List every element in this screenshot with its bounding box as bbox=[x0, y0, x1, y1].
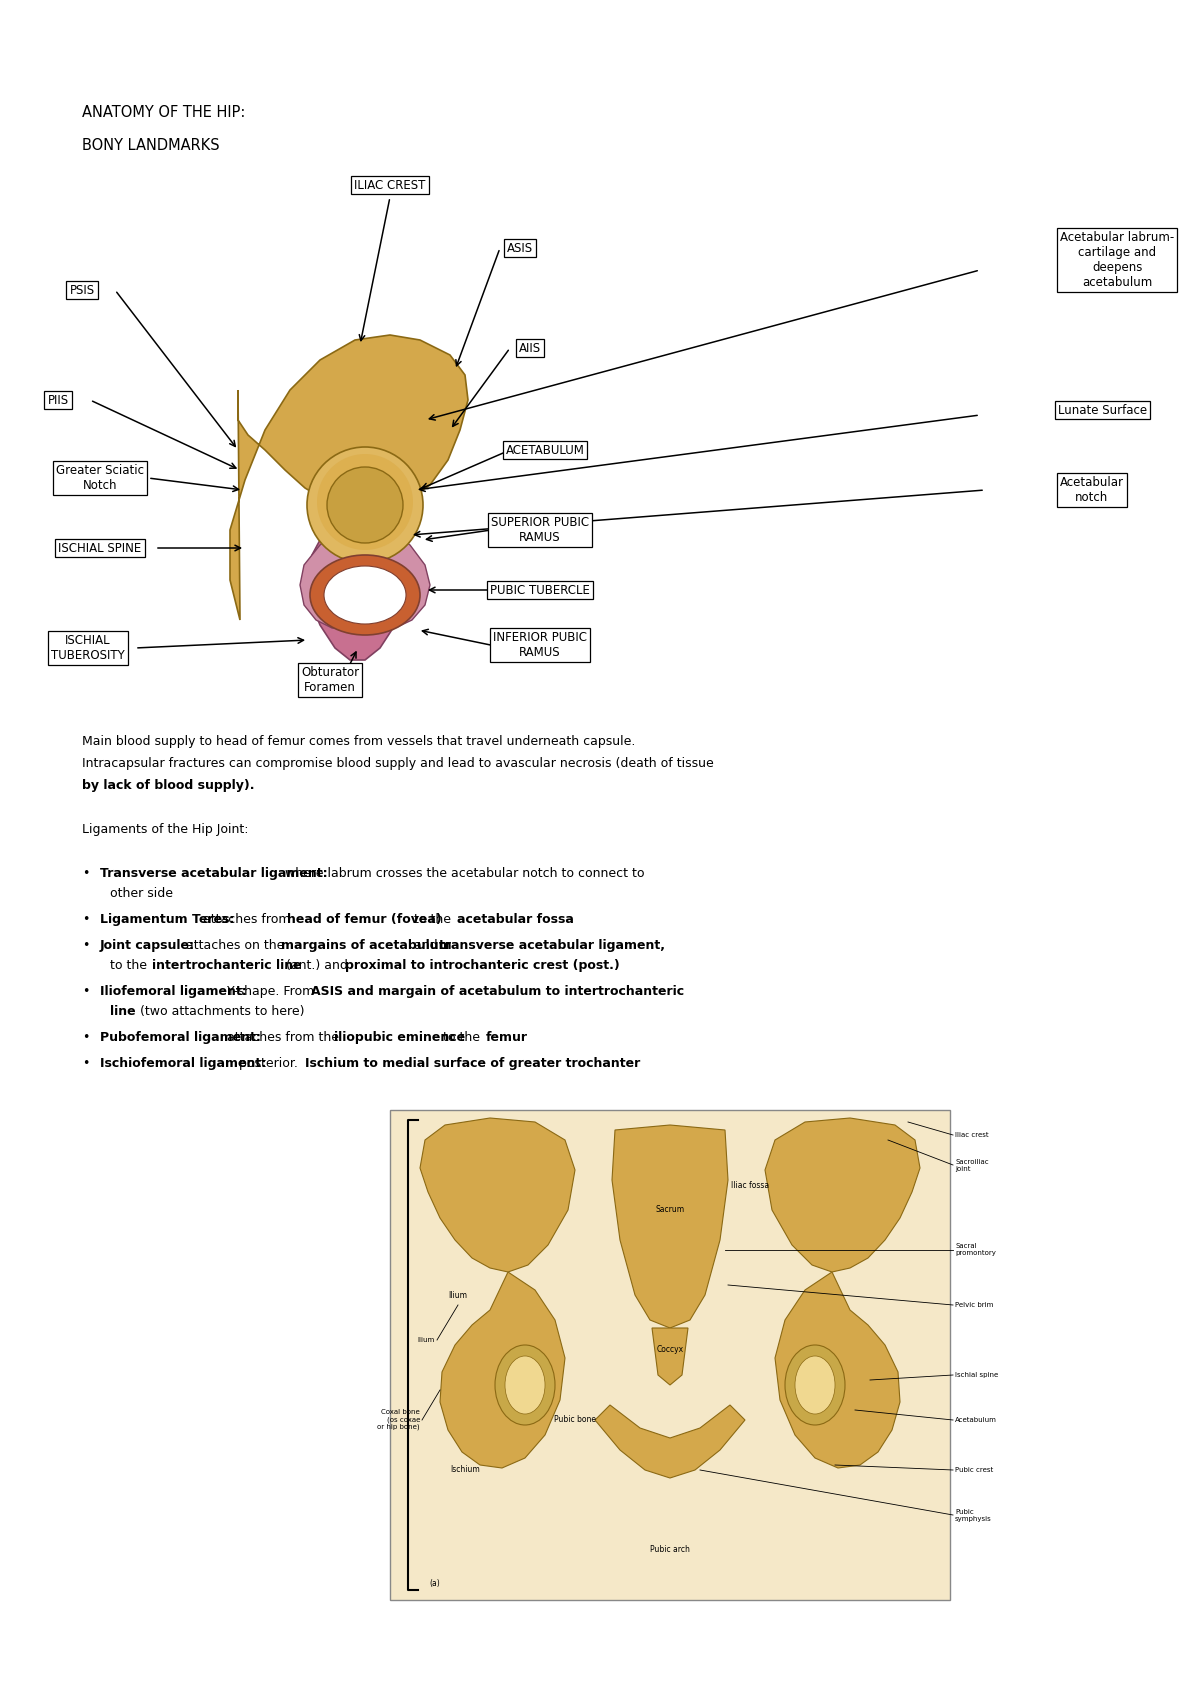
Text: ASIS and margain of acetabulum to intertrochanteric: ASIS and margain of acetabulum to intert… bbox=[311, 985, 684, 998]
Text: Coccyx: Coccyx bbox=[656, 1345, 684, 1355]
FancyBboxPatch shape bbox=[390, 1110, 950, 1600]
Text: Sacrum: Sacrum bbox=[655, 1206, 684, 1214]
Text: (a): (a) bbox=[430, 1579, 440, 1588]
Text: attaches on the: attaches on the bbox=[182, 939, 288, 953]
Text: to the: to the bbox=[110, 959, 151, 971]
Text: Coxal bone
(os coxae
or hip bone): Coxal bone (os coxae or hip bone) bbox=[377, 1409, 420, 1430]
Text: ANATOMY OF THE HIP:: ANATOMY OF THE HIP: bbox=[82, 105, 245, 121]
Polygon shape bbox=[652, 1328, 688, 1386]
Text: •: • bbox=[82, 914, 89, 925]
Text: and: and bbox=[410, 939, 442, 953]
Text: ASIS: ASIS bbox=[506, 241, 533, 255]
Text: INFERIOR PUBIC
RAMUS: INFERIOR PUBIC RAMUS bbox=[493, 632, 587, 659]
Text: Acetabular labrum-
cartilage and
deepens
acetabulum: Acetabular labrum- cartilage and deepens… bbox=[1060, 231, 1175, 289]
Text: Sacroiliac
joint: Sacroiliac joint bbox=[955, 1158, 989, 1172]
Polygon shape bbox=[440, 1272, 565, 1469]
Text: ISCHIAL
TUBEROSITY: ISCHIAL TUBEROSITY bbox=[52, 633, 125, 662]
Ellipse shape bbox=[796, 1357, 835, 1414]
Polygon shape bbox=[612, 1126, 728, 1328]
Text: Ischium: Ischium bbox=[450, 1465, 480, 1474]
Text: Pubic crest: Pubic crest bbox=[955, 1467, 994, 1472]
Text: Main blood supply to head of femur comes from vessels that travel underneath cap: Main blood supply to head of femur comes… bbox=[82, 735, 635, 749]
Text: posterior.: posterior. bbox=[234, 1056, 301, 1070]
Text: BONY LANDMARKS: BONY LANDMARKS bbox=[82, 138, 220, 153]
Text: •: • bbox=[82, 985, 89, 998]
Circle shape bbox=[326, 467, 403, 543]
Text: Greater Sciatic
Notch: Greater Sciatic Notch bbox=[56, 464, 144, 492]
Circle shape bbox=[317, 453, 413, 550]
Ellipse shape bbox=[505, 1357, 545, 1414]
Ellipse shape bbox=[496, 1345, 554, 1425]
Text: Ilium: Ilium bbox=[449, 1290, 468, 1299]
Polygon shape bbox=[775, 1272, 900, 1469]
Text: Ischiofemoral ligament:: Ischiofemoral ligament: bbox=[100, 1056, 266, 1070]
Text: margains of acetabulum: margains of acetabulum bbox=[281, 939, 452, 953]
Text: •: • bbox=[82, 1056, 89, 1070]
Text: line: line bbox=[110, 1005, 136, 1019]
Text: Acetabular
notch: Acetabular notch bbox=[1060, 475, 1124, 504]
Polygon shape bbox=[300, 525, 430, 628]
Text: Ligaments of the Hip Joint:: Ligaments of the Hip Joint: bbox=[82, 824, 248, 835]
Text: other side: other side bbox=[110, 886, 173, 900]
Text: Iliac crest: Iliac crest bbox=[955, 1133, 989, 1138]
Text: attaches from the: attaches from the bbox=[223, 1031, 343, 1044]
Text: Transverse acetabular ligament:: Transverse acetabular ligament: bbox=[100, 868, 328, 880]
Text: Y-shape. From: Y-shape. From bbox=[223, 985, 318, 998]
Text: PIIS: PIIS bbox=[48, 394, 68, 406]
Text: Intracapsular fractures can compromise blood supply and lead to avascular necros: Intracapsular fractures can compromise b… bbox=[82, 757, 714, 769]
Text: Sacral
promontory: Sacral promontory bbox=[955, 1243, 996, 1257]
Polygon shape bbox=[230, 335, 468, 620]
Text: Pubic arch: Pubic arch bbox=[650, 1545, 690, 1554]
Text: AIIS: AIIS bbox=[518, 341, 541, 355]
Ellipse shape bbox=[324, 565, 406, 623]
Text: Iliac fossa: Iliac fossa bbox=[731, 1180, 769, 1190]
Text: •: • bbox=[82, 868, 89, 880]
Text: SUPERIOR PUBIC
RAMUS: SUPERIOR PUBIC RAMUS bbox=[491, 516, 589, 543]
Text: to the: to the bbox=[410, 914, 455, 925]
Text: Pubic bone: Pubic bone bbox=[554, 1416, 596, 1425]
Text: Ligamentum Teres:: Ligamentum Teres: bbox=[100, 914, 234, 925]
Polygon shape bbox=[595, 1404, 745, 1477]
Text: iliopubic eminence: iliopubic eminence bbox=[334, 1031, 466, 1044]
Text: Obturator
Foramen: Obturator Foramen bbox=[301, 666, 359, 694]
Text: (ant.) and: (ant.) and bbox=[282, 959, 352, 971]
Text: (two attachments to here): (two attachments to here) bbox=[136, 1005, 305, 1019]
Text: where labrum crosses the acetabular notch to connect to: where labrum crosses the acetabular notc… bbox=[281, 868, 644, 880]
Text: ILIAC CREST: ILIAC CREST bbox=[354, 178, 426, 192]
Text: acetabular fossa: acetabular fossa bbox=[457, 914, 574, 925]
Text: by lack of blood supply).: by lack of blood supply). bbox=[82, 779, 254, 791]
Text: •: • bbox=[82, 939, 89, 953]
Text: Ischial spine: Ischial spine bbox=[955, 1372, 998, 1379]
Text: Pubofemoral ligament:: Pubofemoral ligament: bbox=[100, 1031, 260, 1044]
Polygon shape bbox=[308, 525, 410, 661]
Text: Lunate Surface: Lunate Surface bbox=[1058, 404, 1147, 416]
Text: intertrochanteric line: intertrochanteric line bbox=[152, 959, 301, 971]
Text: Pelvic brim: Pelvic brim bbox=[955, 1302, 994, 1307]
Text: Acetabulum: Acetabulum bbox=[955, 1418, 997, 1423]
Text: ACETABULUM: ACETABULUM bbox=[505, 443, 584, 457]
Text: PUBIC TUBERCLE: PUBIC TUBERCLE bbox=[490, 584, 590, 596]
Text: Joint capsule:: Joint capsule: bbox=[100, 939, 194, 953]
Text: head of femur (fovea): head of femur (fovea) bbox=[287, 914, 442, 925]
Text: proximal to introchanteric crest (post.): proximal to introchanteric crest (post.) bbox=[346, 959, 619, 971]
Text: attaches from: attaches from bbox=[199, 914, 295, 925]
Text: Iliofemoral ligament:: Iliofemoral ligament: bbox=[100, 985, 247, 998]
Polygon shape bbox=[420, 1117, 575, 1272]
Ellipse shape bbox=[785, 1345, 845, 1425]
Text: ISCHIAL SPINE: ISCHIAL SPINE bbox=[59, 542, 142, 555]
Text: •: • bbox=[82, 1031, 89, 1044]
Text: Ilium: Ilium bbox=[418, 1336, 436, 1343]
Text: Pubic
symphysis: Pubic symphysis bbox=[955, 1508, 991, 1521]
Text: Ischium to medial surface of greater trochanter: Ischium to medial surface of greater tro… bbox=[305, 1056, 640, 1070]
Ellipse shape bbox=[310, 555, 420, 635]
Text: transverse acetabular ligament,: transverse acetabular ligament, bbox=[439, 939, 665, 953]
Text: femur: femur bbox=[486, 1031, 528, 1044]
Text: PSIS: PSIS bbox=[70, 284, 95, 297]
Polygon shape bbox=[766, 1117, 920, 1272]
Circle shape bbox=[307, 447, 424, 564]
Text: to the: to the bbox=[439, 1031, 485, 1044]
